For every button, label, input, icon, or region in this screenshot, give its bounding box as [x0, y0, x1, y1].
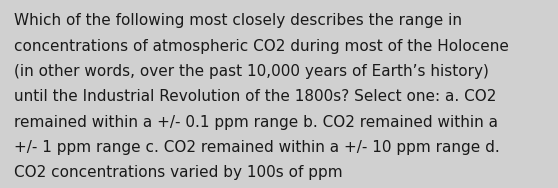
Text: concentrations of atmospheric CO2 during most of the Holocene: concentrations of atmospheric CO2 during…: [14, 39, 509, 54]
Text: remained within a +/- 0.1 ppm range b. CO2 remained within a: remained within a +/- 0.1 ppm range b. C…: [14, 115, 498, 130]
Text: CO2 concentrations varied by 100s of ppm: CO2 concentrations varied by 100s of ppm: [14, 165, 343, 180]
Text: Which of the following most closely describes the range in: Which of the following most closely desc…: [14, 13, 462, 28]
Text: +/- 1 ppm range c. CO2 remained within a +/- 10 ppm range d.: +/- 1 ppm range c. CO2 remained within a…: [14, 140, 500, 155]
Text: (in other words, over the past 10,000 years of Earth’s history): (in other words, over the past 10,000 ye…: [14, 64, 489, 79]
Text: until the Industrial Revolution of the 1800s? Select one: a. CO2: until the Industrial Revolution of the 1…: [14, 89, 496, 104]
